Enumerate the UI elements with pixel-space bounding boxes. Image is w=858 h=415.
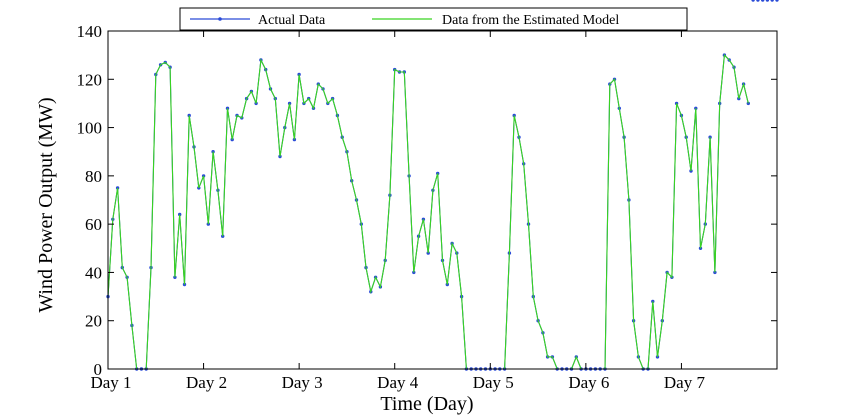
legend-estimated-label: Data from the Estimated Model (442, 13, 619, 28)
x-tick-label: Day 7 (664, 373, 706, 392)
x-axis-title: Time (Day) (380, 393, 473, 415)
y-tick-label: 80 (85, 167, 102, 186)
y-tick-label: 100 (77, 119, 103, 138)
x-tick-label: Day 3 (282, 373, 323, 392)
series-layer (106, 0, 779, 371)
y-axis-title: Wind Power Output (MW) (35, 97, 57, 312)
legend-box (179, 7, 688, 31)
y-tick-label: 40 (85, 263, 102, 282)
actual-data-point (746, 101, 750, 106)
y-tick-label: 120 (77, 70, 103, 89)
actual-data-line (107, 53, 749, 370)
y-tick-label: 140 (77, 22, 103, 41)
x-tick-label: Day 1 (90, 373, 131, 392)
estimated-model-line (107, 53, 749, 370)
axes-frame (107, 30, 778, 370)
x-tick-label: Day 4 (377, 373, 419, 392)
x-tick-label: Day 6 (568, 373, 609, 392)
actual-data-point (770, 0, 774, 2)
actual-data-point (765, 0, 770, 2)
actual-data-point (775, 0, 779, 2)
x-tick-label: Day 5 (473, 373, 514, 392)
y-tick-label: 60 (85, 215, 102, 234)
y-tick-label: 0 (94, 360, 103, 379)
actual-data-point (751, 0, 755, 2)
legend: Actual Data Data from the Estimated Mode… (179, 7, 688, 31)
axes: 0 20 40 60 80 100 120 140 Day 1 Day 2 Day 3 Day 4 Da… (77, 22, 778, 392)
actual-data-point (761, 0, 765, 2)
legend-actual-label: Actual Data (258, 13, 326, 28)
legend-actual-marker (218, 17, 222, 21)
actual-data-point (756, 0, 760, 2)
x-tick-label: Day 2 (186, 373, 227, 392)
y-tick-label: 20 (85, 312, 102, 331)
